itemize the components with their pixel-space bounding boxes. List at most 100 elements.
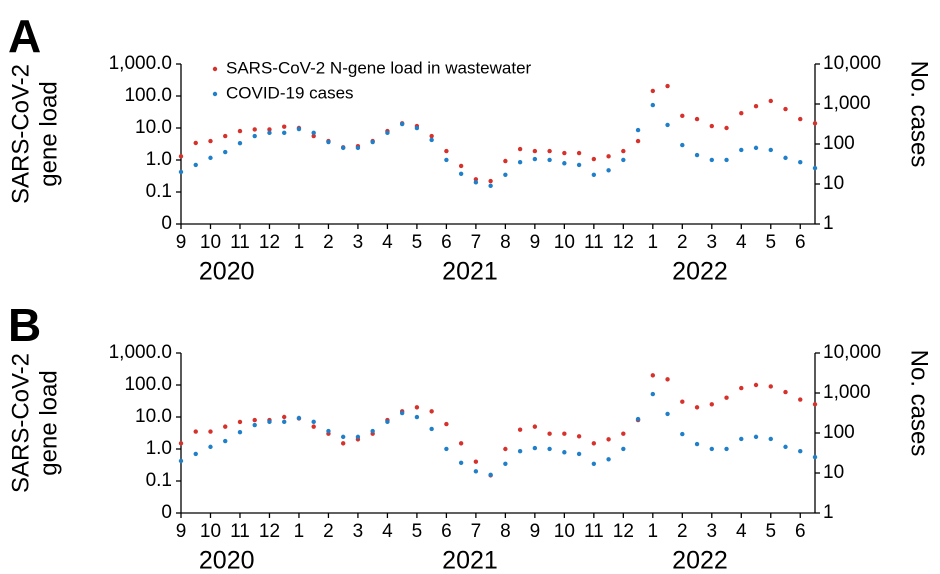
data-point [532,148,538,154]
data-point [326,139,331,145]
x-tick-label: 8 [500,521,511,542]
data-point [591,461,597,466]
data-point [517,449,523,454]
x-tick-label: 7 [471,232,482,253]
data-point [488,183,493,189]
x-tick-label: 4 [382,521,393,542]
data-point [267,130,272,136]
data-point [311,130,316,136]
x-tick-label: 2 [323,521,334,542]
data-point [621,157,626,163]
data-point [282,414,287,420]
year-label: 2022 [672,258,728,286]
data-point [812,121,818,126]
data-point [665,83,670,89]
data-point [414,414,420,420]
data-point [783,444,788,450]
data-point [503,158,508,164]
data-point [296,415,302,421]
data-point [429,426,434,432]
data-point [635,127,641,133]
data-point [532,424,538,429]
data-point [517,427,523,432]
data-point [473,180,479,185]
x-tick-label: 4 [382,232,393,253]
data-point [178,154,184,159]
data-point [680,399,685,404]
y2-tick-label: 100 [823,133,855,154]
data-point [370,428,375,434]
x-tick-label: 10 [200,232,221,253]
data-point [429,137,434,143]
y-tick-label: 10.0 [135,406,172,427]
x-tick-label: 11 [584,521,604,542]
data-point [193,140,198,146]
data-point [562,161,567,166]
x-tick-label: 12 [259,521,280,542]
x-tick-label: 1 [648,232,659,253]
data-point [709,402,714,407]
data-point [798,160,803,165]
x-tick-label: 3 [353,521,364,542]
data-point [282,130,287,136]
data-point [562,431,567,436]
data-point [444,157,449,163]
x-tick-label: 1 [294,521,305,542]
y2-tick-label: 10 [823,173,844,194]
y-tick-label: 100.0 [124,374,172,395]
x-tick-label: 4 [736,521,747,542]
y2-tick-label: 100 [823,422,855,443]
x-tick-label: 4 [736,232,747,253]
data-point [208,155,213,161]
y-axis-title: SARS-CoV-2 [7,353,34,493]
y2-axis-title: No. cases [906,61,933,168]
data-point [606,437,611,442]
data-point [650,88,656,94]
x-tick-label: 9 [176,232,187,253]
data-point [694,152,700,158]
y-tick-label: 0.1 [146,470,172,491]
x-tick-label: 1 [648,521,659,542]
data-point [547,431,552,436]
x-tick-label: 7 [471,521,482,542]
data-point [458,460,464,465]
y-tick-label: 1.0 [146,438,172,459]
y2-tick-label: 1 [823,502,834,523]
data-point [252,127,257,132]
data-point [621,431,626,436]
data-point [237,128,243,134]
data-point [753,104,759,109]
data-point [576,451,582,457]
data-point [178,458,184,464]
data-point [621,446,626,452]
data-point [753,145,759,151]
data-point [768,384,773,389]
data-point [606,154,611,159]
data-point [414,125,420,131]
data-point [311,133,316,139]
data-point [223,438,228,444]
data-point [178,169,184,175]
data-point [606,457,611,462]
data-point [798,116,803,122]
y-axis-title: SARS-CoV-2 [7,64,34,204]
y-tick-label: 1,000.0 [109,53,172,74]
data-point [503,446,508,452]
x-tick-label: 2 [677,521,688,542]
data-point [812,165,818,171]
data-point [488,472,493,478]
x-tick-label: 9 [530,232,541,253]
x-tick-label: 6 [795,521,806,542]
year-label: 2020 [199,258,255,286]
data-point [532,156,538,162]
y2-axis-title: No. cases [906,350,933,457]
data-point [503,461,508,466]
x-tick-label: 2 [677,232,688,253]
y2-tick-label: 10,000 [823,342,881,363]
data-point [355,434,361,440]
data-point [621,148,626,154]
year-label: 2021 [442,547,498,574]
panel-label: B [8,299,41,351]
